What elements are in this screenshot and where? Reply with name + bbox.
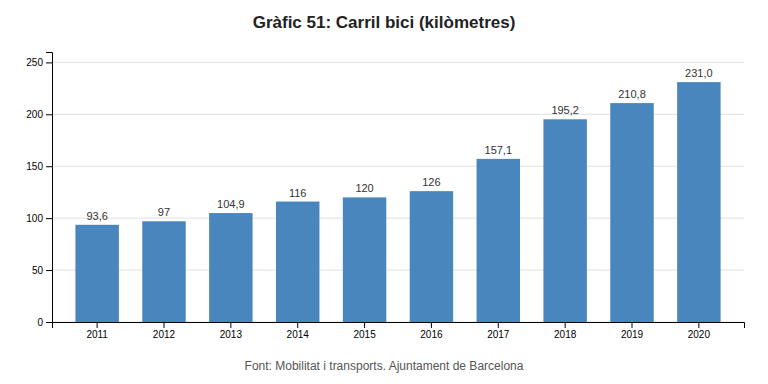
y-tick-mark xyxy=(46,166,52,167)
x-tick-mark xyxy=(431,322,432,328)
y-tick-label: 250 xyxy=(26,57,43,68)
data-label: 120 xyxy=(355,182,373,194)
chart: 0501001502002502011201220132014201520162… xyxy=(0,0,768,384)
x-tick: 2020 xyxy=(688,322,711,340)
data-label: 126 xyxy=(422,176,440,188)
y-axis: 0 50 100 150 200 250 xyxy=(26,53,52,328)
y-axis-line xyxy=(46,53,53,323)
x-axis-line xyxy=(53,323,745,329)
bar xyxy=(543,119,586,322)
plot: 0501001502002502011201220132014201520162… xyxy=(26,53,744,341)
y-tick-mark xyxy=(46,322,52,323)
bar xyxy=(343,197,386,322)
data-label: 93,6 xyxy=(86,210,107,222)
bar xyxy=(477,159,520,322)
x-tick-mark xyxy=(498,322,499,328)
data-label: 195,2 xyxy=(551,104,579,116)
x-tick-label: 2018 xyxy=(554,329,577,340)
data-labels: 93,6 97 104,9 116 120 126 157,1 195,2 210,8 231,0 xyxy=(86,67,712,222)
data-label: 116 xyxy=(289,187,307,199)
x-tick-mark xyxy=(364,322,365,328)
x-tick-label: 2011 xyxy=(86,329,108,340)
data-label: 231,0 xyxy=(685,67,713,79)
x-tick: 2011 xyxy=(86,322,108,340)
x-tick-mark xyxy=(97,322,98,328)
bar xyxy=(209,213,252,322)
data-label: 157,1 xyxy=(485,144,513,156)
y-tick: 50 xyxy=(32,265,52,276)
x-tick-mark xyxy=(632,322,633,328)
x-tick-mark xyxy=(297,322,298,328)
bars xyxy=(75,82,720,322)
x-tick-mark xyxy=(230,322,231,328)
y-tick-label: 200 xyxy=(26,109,43,120)
footnote: Font: Mobilitat i transports. Ajuntament… xyxy=(245,359,524,373)
x-tick-mark xyxy=(163,322,164,328)
x-tick-label: 2020 xyxy=(688,329,711,340)
x-tick: 2017 xyxy=(487,322,510,340)
bar xyxy=(610,103,653,322)
x-tick-label: 2016 xyxy=(420,329,443,340)
bar xyxy=(410,191,453,322)
y-tick-mark xyxy=(46,114,52,115)
x-tick-mark xyxy=(565,322,566,328)
x-tick-label: 2013 xyxy=(220,329,243,340)
x-tick: 2013 xyxy=(220,322,243,340)
bar xyxy=(276,202,319,322)
x-tick: 2018 xyxy=(554,322,577,340)
x-tick: 2015 xyxy=(353,322,376,340)
y-tick: 0 xyxy=(37,317,52,328)
x-axis: 2011 2012 2013 2014 2015 2016 2017 2018 2019 2020 xyxy=(53,322,745,340)
data-label: 210,8 xyxy=(618,88,646,100)
y-tick: 200 xyxy=(26,109,52,120)
x-tick: 2016 xyxy=(420,322,443,340)
x-tick-label: 2014 xyxy=(287,329,310,340)
y-tick-label: 50 xyxy=(32,265,44,276)
x-tick-label: 2019 xyxy=(621,329,644,340)
bar xyxy=(677,82,720,322)
data-label: 97 xyxy=(158,206,170,218)
x-tick: 2019 xyxy=(621,322,644,340)
data-label: 104,9 xyxy=(217,198,245,210)
bar xyxy=(75,225,118,322)
x-tick: 2012 xyxy=(153,322,176,340)
x-tick: 2014 xyxy=(287,322,310,340)
x-tick-label: 2017 xyxy=(487,329,510,340)
y-tick-mark xyxy=(46,218,52,219)
y-tick: 100 xyxy=(26,213,52,224)
y-tick: 150 xyxy=(26,161,52,172)
y-tick-mark xyxy=(46,62,52,63)
y-tick-label: 0 xyxy=(37,317,43,328)
x-tick-label: 2015 xyxy=(353,329,376,340)
y-tick-label: 150 xyxy=(26,161,43,172)
y-tick: 250 xyxy=(26,57,52,68)
y-tick-mark xyxy=(46,270,52,271)
title: Gràfic 51: Carril bici (kilòmetres) xyxy=(253,13,516,32)
x-tick-mark xyxy=(698,322,699,328)
grid-line xyxy=(52,62,744,63)
grid xyxy=(52,62,744,322)
x-tick-label: 2012 xyxy=(153,329,176,340)
y-tick-label: 100 xyxy=(26,213,43,224)
bar xyxy=(142,221,185,322)
